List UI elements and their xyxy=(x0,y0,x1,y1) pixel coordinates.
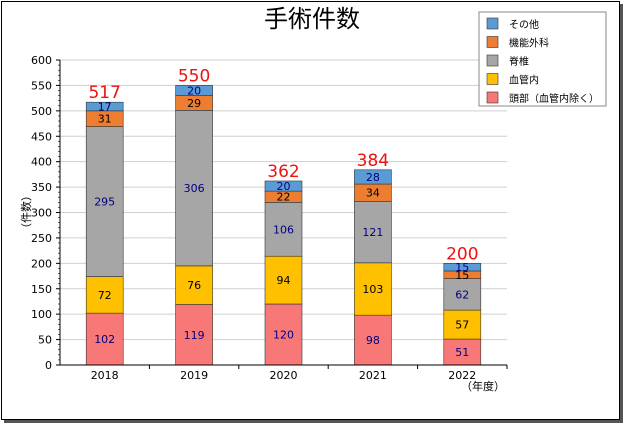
bar-total-label: 362 xyxy=(267,162,299,182)
segment-value-label: 20 xyxy=(187,85,201,98)
y-tick-label: 100 xyxy=(31,308,52,321)
y-tick-label: 500 xyxy=(31,105,52,118)
segment-value-label: 22 xyxy=(277,191,291,204)
y-tick-label: 250 xyxy=(31,232,52,245)
segment-value-label: 106 xyxy=(273,223,294,236)
legend-entry: 血管内 xyxy=(509,74,539,87)
chart-title: 手術件数 xyxy=(264,5,360,33)
bar-segment xyxy=(85,276,124,314)
x-tick-label: 2021 xyxy=(359,369,387,382)
legend-swatch xyxy=(486,91,499,104)
segment-value-label: 15 xyxy=(455,269,469,282)
bar-segment xyxy=(85,312,124,366)
bar-segment xyxy=(354,201,392,264)
x-tick-label: 2018 xyxy=(91,369,119,382)
legend-entry: その他 xyxy=(509,18,539,31)
bar-segment xyxy=(354,314,392,366)
segment-value-label: 28 xyxy=(366,171,380,184)
bar-segment xyxy=(264,180,303,192)
y-tick-label: 300 xyxy=(31,207,52,220)
y-tick-label: 200 xyxy=(31,257,52,270)
legend-entry: 頭部（血管内除く） xyxy=(509,92,599,105)
x-tick-label: 2022 xyxy=(448,369,476,382)
segment-value-label: 119 xyxy=(184,329,205,342)
segment-value-label: 103 xyxy=(362,283,383,296)
y-tick-label: 400 xyxy=(31,156,52,169)
segment-value-label: 121 xyxy=(362,226,383,239)
segment-value-label: 31 xyxy=(98,113,112,126)
y-tick-label: 450 xyxy=(31,130,52,143)
x-axis-ticks: 2018 2019 2020 2021 2022 xyxy=(91,365,508,382)
legend-box xyxy=(478,11,607,107)
segment-value-label: 76 xyxy=(187,279,201,292)
legend-swatch xyxy=(486,17,499,30)
legend-entry: 脊椎 xyxy=(509,55,529,68)
segment-value-label: 120 xyxy=(273,329,294,342)
y-axis-ticks: 0 50 100 150 200 250 300 350 400 450 500 550 600 xyxy=(31,54,60,372)
segment-value-label: 29 xyxy=(187,97,201,110)
segment-value-label: 94 xyxy=(277,274,291,287)
x-tick-label: 2019 xyxy=(180,369,208,382)
segment-value-label: 72 xyxy=(98,289,112,302)
bar-total-label: 517 xyxy=(88,83,120,103)
y-tick-label: 150 xyxy=(31,283,52,296)
segment-value-label: 34 xyxy=(366,187,380,200)
bar-total-label: 550 xyxy=(178,66,210,86)
legend-swatch xyxy=(486,36,499,48)
legend-swatch xyxy=(486,54,499,67)
x-axis-label: （年度） xyxy=(461,379,505,393)
y-axis-label: （件数） xyxy=(20,190,33,234)
segment-value-label: 102 xyxy=(94,333,115,346)
bar-segment xyxy=(175,265,213,305)
bar-segment xyxy=(264,255,303,305)
segment-value-label: 306 xyxy=(184,182,205,195)
segment-value-label: 20 xyxy=(277,180,291,193)
segment-value-label: 57 xyxy=(455,319,469,332)
legend-entry: 機能外科 xyxy=(509,37,549,50)
bars: 1027229531175171197630629205501209410622… xyxy=(85,66,482,366)
bar-segment xyxy=(354,262,392,316)
y-tick-label: 0 xyxy=(45,359,52,372)
y-tick-label: 550 xyxy=(31,79,52,92)
segment-value-label: 15 xyxy=(455,261,469,274)
y-tick-label: 600 xyxy=(31,54,52,67)
bar-segment xyxy=(443,263,482,272)
bar-segment xyxy=(85,101,124,112)
segment-value-label: 98 xyxy=(366,334,380,347)
bar-segment xyxy=(175,85,213,96)
bar-segment xyxy=(175,304,213,366)
bar-total-label: 384 xyxy=(357,151,389,171)
bar-segment xyxy=(354,169,392,185)
x-tick-label: 2020 xyxy=(270,369,298,382)
segment-value-label: 295 xyxy=(94,196,115,209)
legend-swatch xyxy=(486,73,499,85)
y-tick-label: 50 xyxy=(38,334,52,347)
y-tick-label: 350 xyxy=(31,181,52,194)
bar-total-label: 200 xyxy=(446,244,478,264)
grid-lines xyxy=(60,59,507,341)
segment-value-label: 62 xyxy=(455,288,469,301)
bar-segment xyxy=(443,309,482,340)
segment-value-label: 17 xyxy=(98,101,112,114)
bar-segment xyxy=(85,126,124,277)
segment-value-label: 51 xyxy=(455,346,469,359)
